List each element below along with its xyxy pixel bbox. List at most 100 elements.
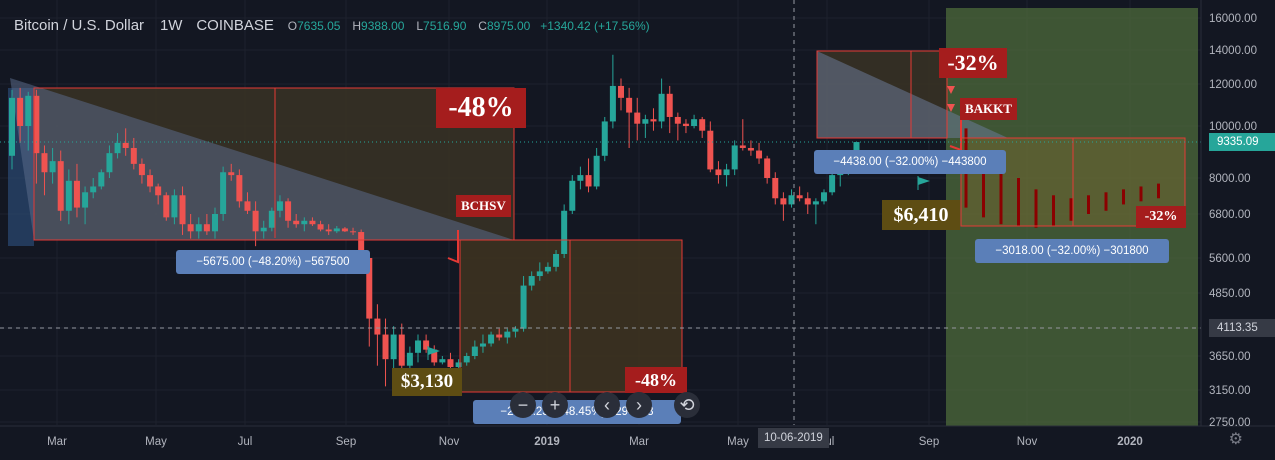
scroll-left-button[interactable]: ‹ (594, 392, 620, 418)
x-tick-label: May (727, 436, 749, 448)
y-tick-label: 3150.00 (1209, 385, 1251, 397)
candle-body (609, 85, 616, 122)
candle-body (366, 258, 373, 319)
candle-body (98, 172, 105, 187)
scroll-right-button[interactable]: › (626, 392, 652, 418)
candle-body (780, 198, 787, 205)
drop2-percent-label[interactable]: -48% (625, 367, 687, 393)
candle-body (504, 331, 511, 338)
candle-body (553, 253, 560, 267)
candle-body (65, 180, 72, 211)
x-tick-label: Mar (47, 436, 67, 448)
candle-body (739, 145, 746, 148)
candle-body (333, 228, 340, 232)
candle-body (114, 142, 121, 154)
drop4-measure-label[interactable]: −3018.00 (−32.00%) −301800 (975, 239, 1169, 263)
down-marker (947, 104, 955, 112)
gear-icon[interactable]: ⚙ (1228, 431, 1243, 448)
candle-body (577, 175, 584, 181)
candle-body (512, 328, 519, 332)
flag-marker (428, 347, 440, 355)
y-tick-label: 6800.00 (1209, 209, 1251, 221)
candle-body (471, 346, 478, 356)
candle-body (569, 180, 576, 211)
drop1-price-label[interactable]: $3,130 (392, 368, 462, 396)
candles (9, 54, 1160, 387)
drop3-price-label[interactable]: $6,410 (882, 200, 960, 230)
candle-body (674, 116, 681, 124)
candle-body (585, 175, 592, 187)
candle-body (203, 224, 210, 232)
candle-body (293, 220, 300, 225)
reset-chart-button[interactable]: ⟲ (674, 392, 700, 418)
candle-body (155, 186, 162, 196)
candle-body (764, 158, 771, 178)
down-marker (947, 86, 955, 94)
x-tick-label: 2019 (534, 436, 560, 448)
exchange: COINBASE (196, 17, 274, 34)
candle-body (439, 359, 446, 363)
candle-body (49, 161, 56, 173)
zoom-in-button[interactable]: + (542, 392, 568, 418)
candle-body (106, 153, 113, 173)
ohlc-change: +1340.42 (+17.56%) (540, 19, 650, 33)
symbol-legend: Bitcoin / U.S. Dollar 1W COINBASE O7635.… (14, 17, 650, 34)
current-price-tag: 9335.09 (1209, 133, 1275, 151)
candle-body (642, 119, 649, 124)
candle-body (57, 161, 64, 211)
drop3-measure-label[interactable]: −4438.00 (−32.00%) −443800 (814, 150, 1006, 174)
x-tick-label: Sep (336, 436, 356, 448)
y-tick-label: 5600.00 (1209, 253, 1251, 265)
zoom-out-button[interactable]: − (510, 392, 536, 418)
candle-body (626, 97, 633, 113)
candle-body (536, 271, 543, 277)
candle-body (650, 119, 657, 122)
candle-body (276, 201, 283, 211)
candle-body (358, 232, 365, 258)
candle-body (788, 195, 795, 205)
candle-body (796, 195, 803, 199)
candle-body (682, 123, 689, 126)
candle-body (821, 192, 827, 202)
x-tick-label: Mar (629, 436, 649, 448)
x-tick-label: Nov (1017, 436, 1038, 448)
y-tick-label: 12000.00 (1209, 79, 1257, 91)
candle-body (804, 198, 811, 205)
y-tick-label: 14000.00 (1209, 45, 1257, 57)
candle-body (463, 356, 470, 363)
drop3-percent-label[interactable]: -32% (939, 48, 1007, 78)
drop1-triangle (10, 78, 514, 240)
candle-body (374, 318, 381, 335)
candle-body (772, 178, 779, 199)
crosshair-date-tag: 10-06-2019 (758, 428, 829, 448)
annotation-lines (0, 0, 1201, 425)
drop4-percent-label[interactable]: -32% (1136, 206, 1186, 228)
candle-body (601, 121, 608, 156)
price-axis-bg (1201, 0, 1275, 460)
candle-body (382, 334, 389, 360)
candle-body (228, 172, 235, 176)
candle-body (496, 334, 503, 338)
drop1-measure-label[interactable]: −5675.00 (−48.20%) −567500 (176, 250, 370, 274)
candle-body (9, 97, 15, 156)
ohlc-open: 7635.05 (297, 19, 341, 33)
candle-body (212, 214, 218, 232)
flag-marker (918, 177, 930, 185)
ohlc-close: 8975.00 (486, 19, 531, 33)
drop1-percent-label[interactable]: -48% (436, 88, 526, 128)
candle-body (244, 201, 251, 211)
candle-body (220, 172, 227, 214)
bchsv-event-label[interactable]: BCHSV (456, 195, 511, 217)
candle-body (447, 359, 454, 368)
candle-body (317, 224, 324, 230)
candle-body (252, 210, 259, 232)
candle-body (544, 266, 551, 272)
candle-body (82, 192, 89, 208)
time-axis-bg (0, 426, 1275, 460)
bakkt-event-label[interactable]: BAKKT (960, 98, 1017, 120)
candle-body (341, 228, 348, 232)
interval[interactable]: 1W (159, 17, 183, 34)
y-tick-label: 16000.00 (1209, 13, 1257, 25)
